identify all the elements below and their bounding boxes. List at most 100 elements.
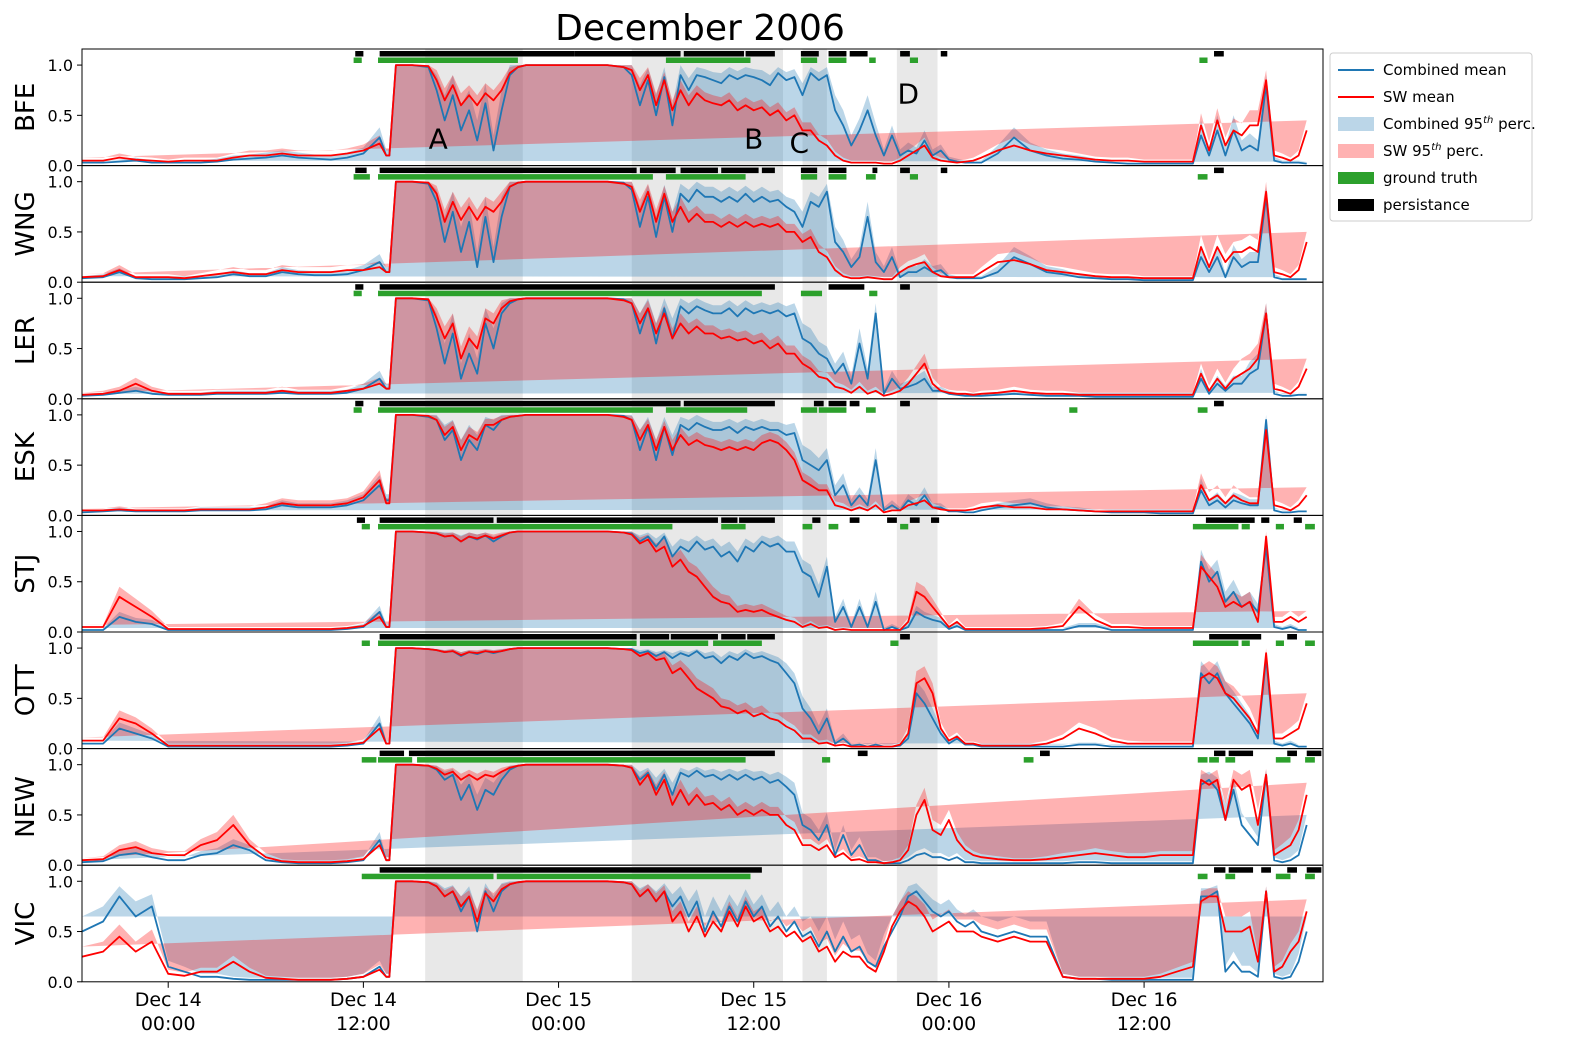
panel-plot — [82, 748, 1322, 866]
persistance-bar — [1261, 867, 1271, 873]
persistance-bar — [1261, 517, 1270, 523]
sw-95th-band — [82, 531, 1307, 628]
sw-95th-band — [82, 881, 1307, 978]
station-label: WNG — [11, 191, 41, 256]
ground-truth-bar — [1199, 57, 1208, 63]
panel-plot — [82, 398, 1308, 516]
event-label-d: D — [897, 77, 919, 110]
y-tick-label: 0.0 — [48, 157, 73, 176]
legend-label: ground truth — [1383, 169, 1478, 187]
y-tick-label: 1.0 — [48, 756, 73, 775]
persistance-bar — [849, 400, 860, 407]
ground-truth-bar — [828, 174, 847, 180]
ground-truth-bar — [865, 174, 876, 180]
persistance-bar — [1214, 400, 1224, 407]
persistance-bar — [800, 51, 819, 57]
persistance-bar — [1214, 51, 1224, 57]
persistance-bar — [1293, 517, 1302, 523]
sw-mean-line — [82, 180, 1308, 281]
persistance-bar — [1205, 517, 1255, 523]
x-tick-label-time: 00:00 — [922, 1013, 977, 1035]
ground-truth-bar — [353, 407, 362, 413]
ground-truth-bar — [802, 523, 813, 530]
ground-truth-bar — [353, 174, 370, 180]
ground-truth-bar — [378, 640, 637, 646]
sw-mean-line — [82, 64, 1308, 165]
event-shade-d — [896, 165, 938, 283]
ground-truth-bar — [1192, 523, 1239, 530]
persistance-bar — [379, 750, 405, 757]
ground-truth-bar — [1275, 640, 1284, 646]
ground-truth-bar — [818, 407, 847, 413]
panel-vic: 0.0 0.5 1.0 VIC — [11, 864, 1324, 992]
ground-truth-bar — [378, 290, 762, 297]
y-tick-label: 0.0 — [48, 390, 73, 409]
persistance-bar — [379, 51, 575, 57]
combined-mean-line — [82, 64, 1307, 165]
sw-95th-band — [82, 764, 1307, 862]
ground-truth-bar — [1275, 523, 1284, 530]
ground-truth-bar — [869, 57, 876, 63]
x-tick-label-date: Dec 15 — [720, 989, 787, 1011]
panels: 0.0 0.5 1.0 BFE A B C D 0.0 0.5 1.0 WNG 0.0 0.5 1.0 LER… — [11, 48, 1324, 992]
persistance-bar — [379, 284, 775, 290]
persistance-bar — [670, 634, 718, 640]
persistance-bar — [721, 634, 746, 640]
persistance-bar — [355, 400, 364, 407]
panel-frame — [81, 864, 1324, 983]
ground-truth-bar — [361, 873, 494, 880]
panel-bfe: 0.0 0.5 1.0 BFE A B C D — [11, 48, 1324, 176]
persistance-bar — [639, 167, 676, 174]
ground-truth-bar — [1275, 757, 1291, 763]
y-tick-label: 0.0 — [48, 856, 73, 875]
persistance-bar — [857, 750, 868, 757]
persistance-bar — [1214, 750, 1226, 757]
persistance-bar — [1214, 867, 1226, 873]
persistance-bar — [408, 750, 775, 757]
combined-95th-band — [82, 298, 1307, 395]
persistance-bar — [356, 517, 366, 523]
persistance-bar — [379, 400, 681, 407]
y-tick-label: 1.0 — [48, 872, 73, 891]
station-label: LER — [11, 316, 41, 365]
event-shade-c — [802, 865, 827, 982]
legend: Combined mean SW mean Combined 95th perc. S… — [1329, 52, 1536, 222]
y-tick-label: 0.5 — [48, 806, 73, 825]
y-tick-label: 0.0 — [48, 973, 73, 992]
ground-truth-bar — [1305, 757, 1315, 763]
x-tick-label-date: Dec 16 — [915, 989, 982, 1011]
ground-truth-bar — [665, 407, 748, 413]
ground-truth-bar — [1192, 640, 1239, 646]
persistance-bar — [900, 284, 910, 290]
legend-label: persistance — [1383, 196, 1470, 214]
ground-truth-bar — [865, 407, 876, 413]
ground-truth-bar — [909, 174, 919, 180]
y-tick-label: 0.5 — [48, 689, 73, 708]
ground-truth-bar — [361, 757, 377, 763]
ground-truth-bar — [1241, 523, 1250, 530]
ground-truth-bar — [417, 757, 746, 763]
panel-ler: 0.0 0.5 1.0 LER — [11, 281, 1324, 409]
persistance-bar — [828, 51, 847, 57]
combined-95th-band — [82, 181, 1307, 279]
station-label: NEW — [11, 776, 41, 838]
persistance-bar — [849, 51, 868, 57]
persistance-bar — [1287, 750, 1297, 757]
ground-truth-bar — [378, 407, 653, 413]
combined-mean-line — [82, 530, 1307, 631]
panel-esk: 0.0 0.5 1.0 ESK — [11, 398, 1324, 525]
persistance-bar — [828, 284, 865, 290]
sw-mean-line — [82, 297, 1308, 397]
ground-truth-bar — [1069, 407, 1078, 413]
ground-truth-bar — [665, 174, 746, 180]
combined-95th-band — [82, 65, 1307, 162]
ground-truth-bar — [721, 523, 746, 530]
station-label: BFE — [11, 83, 41, 132]
persistance-bar — [909, 517, 920, 523]
x-tick-label-date: Dec 15 — [525, 989, 592, 1011]
sw-95th-band — [82, 65, 1307, 162]
persistance-bar — [1228, 867, 1254, 873]
combined-95th-band — [82, 764, 1307, 862]
event-shade-c — [802, 398, 827, 516]
persistance-bar — [1287, 867, 1297, 873]
